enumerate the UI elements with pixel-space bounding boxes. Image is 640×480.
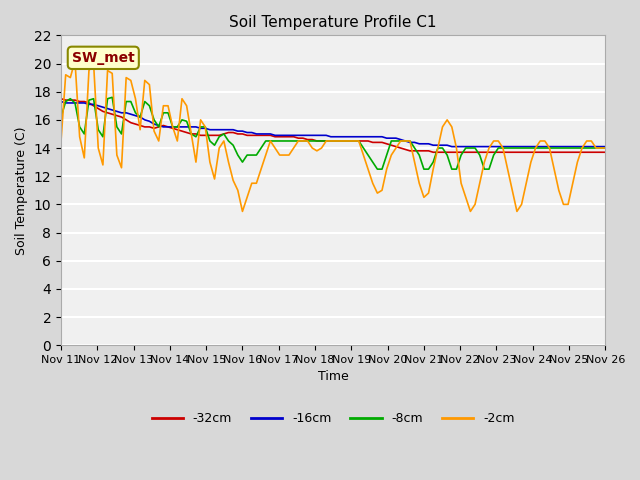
Y-axis label: Soil Temperature (C): Soil Temperature (C) <box>15 126 28 254</box>
Legend: -32cm, -16cm, -8cm, -2cm: -32cm, -16cm, -8cm, -2cm <box>147 407 520 430</box>
X-axis label: Time: Time <box>318 371 349 384</box>
Title: Soil Temperature Profile C1: Soil Temperature Profile C1 <box>229 15 437 30</box>
Text: SW_met: SW_met <box>72 51 134 65</box>
